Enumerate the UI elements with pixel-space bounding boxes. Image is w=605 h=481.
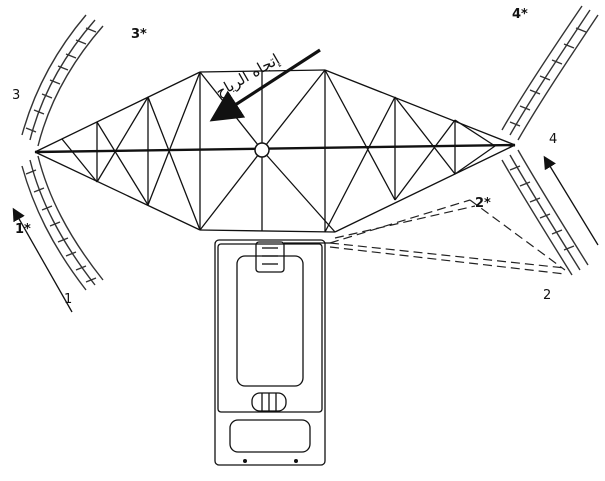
label-2-star: 2* bbox=[475, 196, 491, 211]
center-pivot bbox=[254, 142, 270, 158]
left-rake-upper bbox=[21, 14, 104, 147]
truss-frame bbox=[34, 69, 516, 233]
wind-arrow bbox=[209, 48, 321, 122]
tractor bbox=[214, 239, 330, 466]
arrow-right-motion bbox=[543, 155, 599, 246]
wind-direction-label: إتجاه الرياح bbox=[212, 50, 282, 101]
left-rake-lower bbox=[21, 155, 104, 291]
label-4-star: 4* bbox=[512, 7, 528, 22]
arrow-left-motion bbox=[12, 207, 73, 313]
dashed-positions bbox=[329, 199, 566, 275]
label-1-star: 1* bbox=[15, 222, 31, 237]
right-rake-lower bbox=[501, 149, 589, 276]
label-2: 2 bbox=[543, 288, 551, 303]
label-3-star: 3* bbox=[131, 27, 147, 42]
main-beam bbox=[34, 143, 516, 154]
label-3: 3 bbox=[12, 88, 20, 103]
label-1: 1 bbox=[64, 292, 72, 307]
label-4: 4 bbox=[549, 132, 557, 147]
right-rake-upper bbox=[501, 5, 599, 141]
